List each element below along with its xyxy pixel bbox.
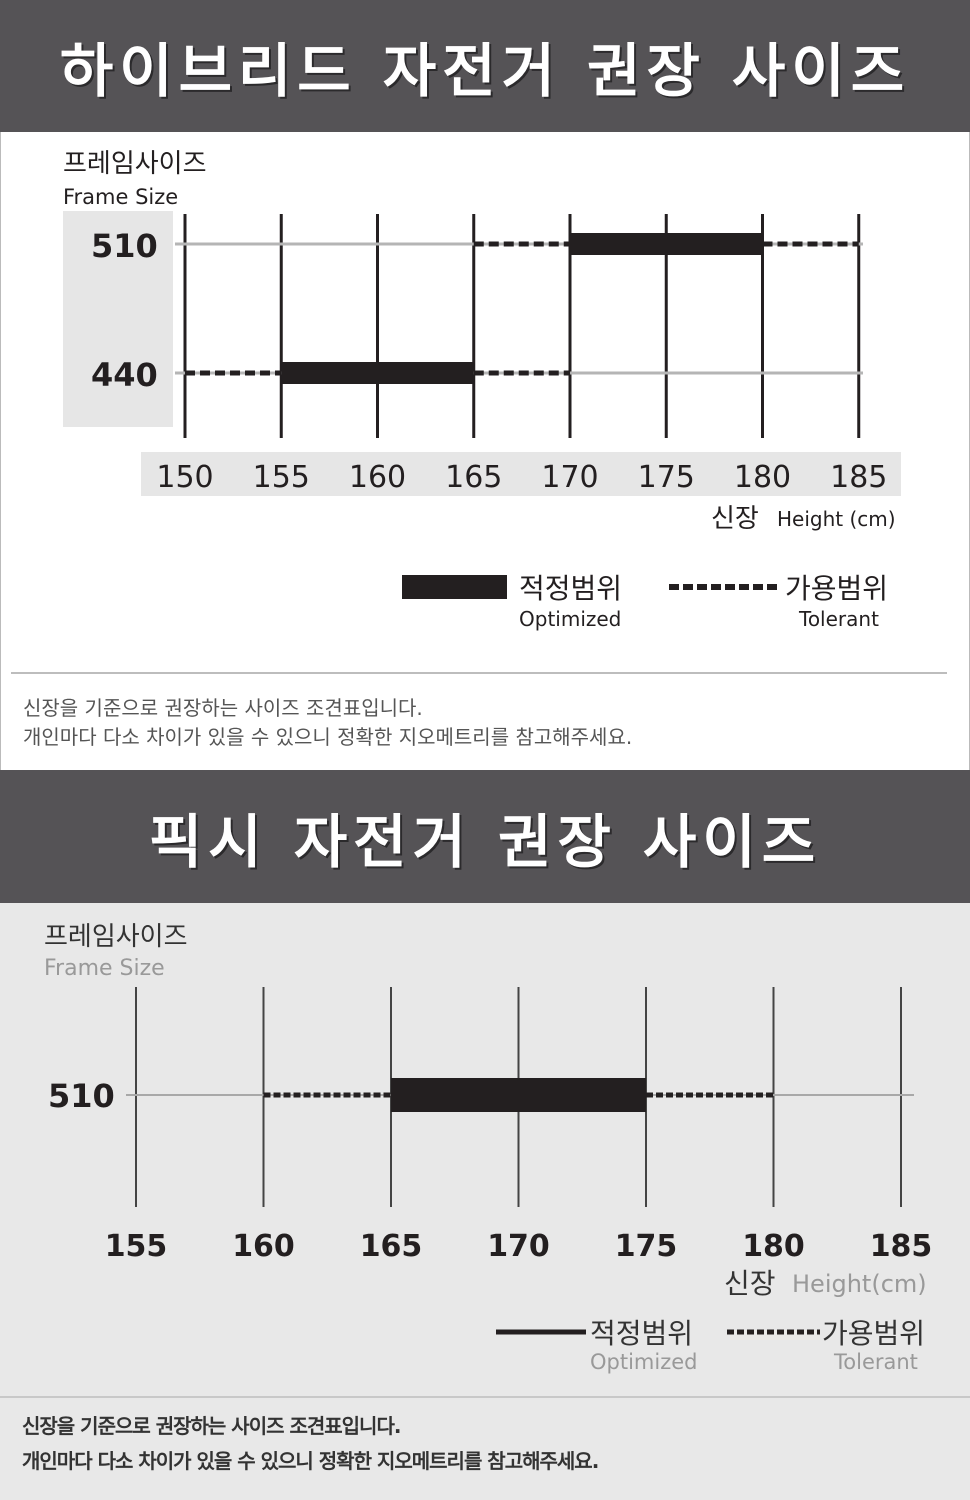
x-axis-title-en: Height (cm): [777, 507, 896, 531]
x-tick-label: 160: [232, 1229, 295, 1264]
y-axis-title-en: Frame Size: [63, 185, 178, 209]
x-tick-label: 185: [870, 1229, 933, 1264]
x-tick-label: 160: [349, 460, 406, 495]
x-axis-title-en: Height(cm): [792, 1270, 927, 1298]
fixie-size-chart-panel: 프레임사이즈 Frame Size 155 160 165 170 175 180 185 510…: [0, 903, 970, 1500]
section-title-hybrid: 하이브리드 자전거 권장 사이즈: [0, 0, 970, 132]
optimized-range-bar: [281, 362, 474, 384]
legend-tolerant-en: Tolerant: [798, 607, 879, 631]
hybrid-size-chart-panel: 프레임사이즈 Frame Size 150 155 160 165 170 175 180 185…: [0, 132, 970, 770]
x-tick-label: 185: [830, 460, 887, 495]
legend-optimized-en: Optimized: [519, 607, 621, 631]
fixie-size-chart: 프레임사이즈 Frame Size 155 160 165 170 175 180 185 510…: [44, 922, 933, 1374]
x-tick-label: 180: [734, 460, 791, 495]
legend-tolerant-ko: 가용범위: [785, 572, 888, 605]
legend-optimized-ko: 적정범위: [590, 1317, 693, 1350]
x-tick-label: 175: [638, 460, 695, 495]
x-tick-label: 175: [615, 1229, 678, 1264]
note-line: 신장을 기준으로 권장하는 사이즈 조견표입니다.: [23, 696, 423, 720]
x-tick-label: 165: [445, 460, 502, 495]
x-axis-title-ko: 신장: [711, 504, 759, 534]
x-tick-label: 155: [105, 1229, 168, 1264]
legend-optimized-swatch: [402, 575, 507, 599]
x-tick-label: 170: [541, 460, 598, 495]
optimized-range-bar: [570, 233, 763, 255]
frame-size-label: 510: [48, 1077, 115, 1115]
optimized-range-bar: [391, 1078, 646, 1112]
y-axis-title-ko: 프레임사이즈: [63, 149, 207, 179]
x-axis-band: [141, 452, 901, 496]
legend-tolerant-en: Tolerant: [833, 1350, 918, 1374]
legend-tolerant-ko: 가용범위: [822, 1317, 925, 1350]
x-tick-label: 170: [487, 1229, 550, 1264]
hybrid-notes: 신장을 기준으로 권장하는 사이즈 조견표입니다. 개인마다 다소 차이가 있을…: [23, 694, 632, 752]
x-tick-label: 165: [360, 1229, 423, 1264]
frame-size-label: 440: [91, 356, 158, 394]
x-tick-label: 150: [156, 460, 213, 495]
section-title-fixie: 픽시 자전거 권장 사이즈: [0, 770, 970, 903]
note-line: 개인마다 다소 차이가 있을 수 있으니 정확한 지오메트리를 참고해주세요.: [23, 725, 633, 749]
note-line: 신장을 기준으로 권장하는 사이즈 조견표입니다.: [22, 1414, 401, 1438]
legend-optimized-ko: 적정범위: [519, 572, 622, 605]
divider: [0, 1396, 970, 1398]
frame-size-label: 510: [91, 227, 158, 265]
x-axis-title-ko: 신장: [724, 1267, 776, 1300]
divider: [11, 672, 947, 674]
x-tick-label: 180: [742, 1229, 805, 1264]
y-axis-title-en: Frame Size: [44, 956, 165, 981]
frame-label-box: [63, 211, 173, 427]
hybrid-size-chart: 프레임사이즈 Frame Size 150 155 160 165 170 175 180 185…: [63, 149, 901, 631]
note-line: 개인마다 다소 차이가 있을 수 있으니 정확한 지오메트리를 참고해주세요.: [22, 1449, 599, 1473]
x-tick-label: 155: [253, 460, 310, 495]
legend-optimized-en: Optimized: [590, 1350, 698, 1374]
fixie-notes: 신장을 기준으로 권장하는 사이즈 조견표입니다. 개인마다 다소 차이가 있을…: [22, 1409, 599, 1479]
y-axis-title-ko: 프레임사이즈: [44, 922, 188, 952]
